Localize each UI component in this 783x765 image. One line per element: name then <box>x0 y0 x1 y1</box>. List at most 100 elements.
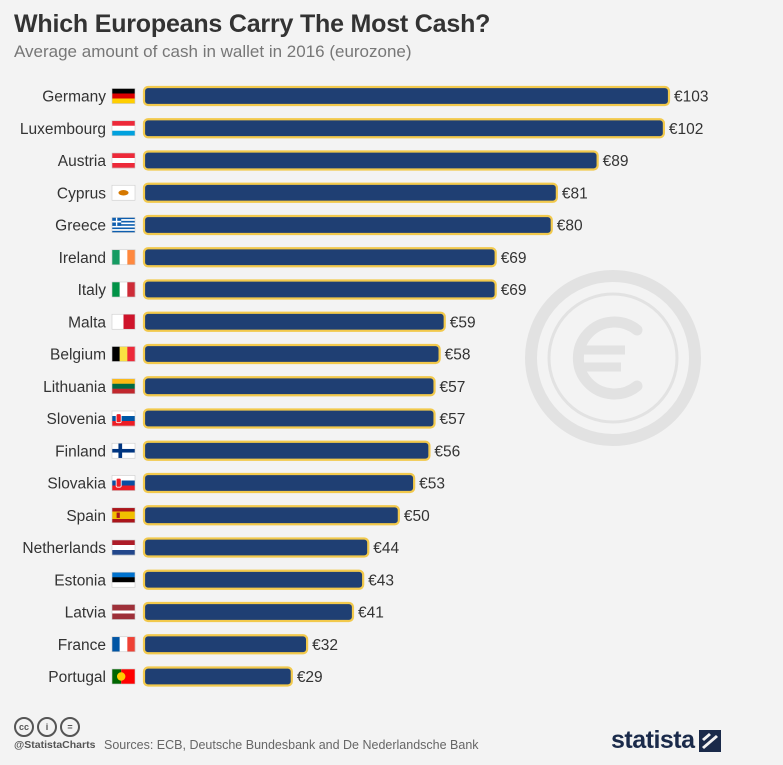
category-label: Luxembourg <box>20 121 106 138</box>
bar-row: Lithuania €57 <box>43 376 466 397</box>
bar <box>142 569 365 590</box>
value-label: €50 <box>404 508 430 525</box>
bar-row: Slovenia €57 <box>47 408 466 429</box>
bar <box>142 343 441 365</box>
portugal-flag <box>111 668 136 685</box>
category-label: Austria <box>58 153 107 170</box>
value-label: €80 <box>557 218 583 235</box>
bar <box>142 440 431 461</box>
austria-flag <box>111 152 136 169</box>
germany-flag <box>111 88 136 104</box>
bar-row: Malta €59 <box>68 311 476 332</box>
bar-row: Ireland €69 <box>59 247 527 268</box>
bar <box>142 634 309 655</box>
category-label: Belgium <box>50 347 106 364</box>
value-label: €29 <box>297 669 323 686</box>
value-label: €58 <box>445 347 471 364</box>
bar-row: Portugal €29 <box>48 666 323 687</box>
bar <box>142 505 400 526</box>
by-icon[interactable]: i <box>37 717 57 737</box>
bar-row: Belgium €58 <box>50 343 471 365</box>
value-label: €102 <box>669 121 703 138</box>
sources-text: Sources: ECB, Deutsche Bundesbank and De… <box>104 738 479 752</box>
category-label: Estonia <box>54 572 106 589</box>
value-label: €69 <box>501 282 527 299</box>
bar-row: France €32 <box>58 634 338 655</box>
luxembourg-flag <box>111 120 136 137</box>
category-label: Latvia <box>65 605 107 622</box>
bar-row: Luxembourg €102 <box>20 118 703 139</box>
malta-flag <box>111 313 136 330</box>
bar <box>142 279 497 300</box>
cc-icon[interactable]: cc <box>14 717 34 737</box>
bar <box>142 247 497 268</box>
bar <box>142 472 416 494</box>
value-label: €57 <box>440 379 466 396</box>
twitter-handle[interactable]: @StatistaCharts <box>14 739 96 751</box>
value-label: €53 <box>419 476 445 493</box>
bar <box>142 311 446 332</box>
nd-icon[interactable]: = <box>60 717 80 737</box>
bar <box>142 601 355 623</box>
value-label: €59 <box>450 314 476 331</box>
category-label: Netherlands <box>22 540 106 557</box>
statista-logo[interactable]: statista <box>611 726 721 755</box>
bar <box>142 408 436 429</box>
bar-row: Latvia €41 <box>65 601 384 623</box>
bar <box>142 537 370 558</box>
greece-flag <box>111 217 136 233</box>
latvia-flag <box>111 604 136 620</box>
belgium-flag <box>111 346 136 362</box>
category-label: Finland <box>55 443 106 460</box>
bar-chart: Germany €103 Luxembourg €102 Austria €89 Cypru… <box>20 85 708 687</box>
category-label: Lithuania <box>43 379 106 396</box>
value-label: €56 <box>434 443 460 460</box>
bar-row: Austria €89 <box>58 150 629 171</box>
value-label: €57 <box>440 411 466 428</box>
bar <box>142 214 553 236</box>
ireland-flag <box>111 249 136 266</box>
bar-row: Finland €56 <box>55 440 460 461</box>
euro-icon <box>525 270 701 446</box>
category-label: Spain <box>66 508 106 525</box>
category-label: Ireland <box>59 250 106 267</box>
category-label: Portugal <box>48 669 106 686</box>
bar-row: Slovakia €53 <box>47 472 445 494</box>
france-flag <box>111 636 136 653</box>
spain-flag <box>111 507 136 524</box>
bar-row: Netherlands €44 <box>22 537 400 558</box>
value-label: €89 <box>603 153 629 170</box>
bar-row: Spain €50 <box>66 505 430 526</box>
lithuania-flag <box>111 378 136 395</box>
value-label: €41 <box>358 605 384 622</box>
value-label: €32 <box>312 637 338 654</box>
category-label: France <box>58 637 106 654</box>
license-icons: cc i = <box>14 717 80 737</box>
brand-name: statista <box>611 726 695 754</box>
category-label: Slovakia <box>47 476 106 493</box>
bar-row: Estonia €43 <box>54 569 394 590</box>
bar <box>142 182 558 203</box>
value-label: €69 <box>501 250 527 267</box>
category-label: Malta <box>68 314 106 331</box>
bar <box>142 376 436 397</box>
value-label: €103 <box>674 89 708 106</box>
value-label: €43 <box>368 572 394 589</box>
slovakia-flag <box>111 475 136 491</box>
value-label: €44 <box>373 540 399 557</box>
category-label: Germany <box>42 89 106 106</box>
category-label: Greece <box>55 218 106 235</box>
bar-row: Cyprus €81 <box>57 182 588 203</box>
category-label: Cyprus <box>57 185 106 202</box>
bar <box>142 666 293 687</box>
bar-row: Greece €80 <box>55 214 583 236</box>
chart-title: Which Europeans Carry The Most Cash? <box>14 10 491 38</box>
slovenia-flag <box>111 410 136 427</box>
bar <box>142 150 599 171</box>
bar-row: Germany €103 <box>42 85 708 107</box>
chart-subtitle: Average amount of cash in wallet in 2016… <box>14 42 412 61</box>
estonia-flag <box>111 571 136 588</box>
category-label: Italy <box>78 282 107 299</box>
netherlands-flag <box>111 539 136 556</box>
category-label: Slovenia <box>47 411 107 428</box>
